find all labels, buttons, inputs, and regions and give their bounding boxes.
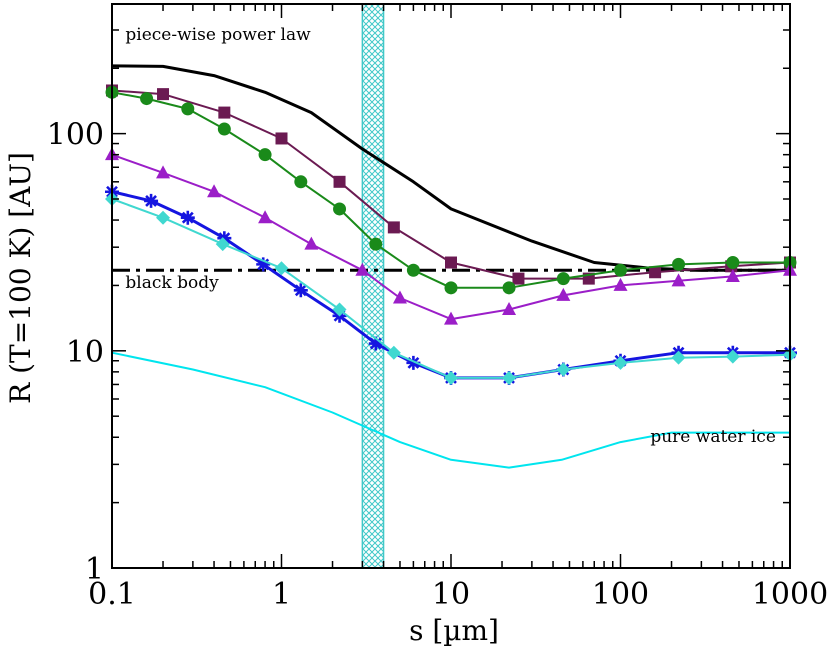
data-point-cyan-diamonds [156,210,171,225]
annotation: black body [125,273,219,293]
data-point-cyan-diamonds [215,237,230,252]
data-point-cyan-diamonds [556,362,571,377]
x-tick-label: 0.1 [88,577,136,612]
data-point-green-circles [333,202,347,216]
data-point-green-circles [181,102,195,116]
y-tick-label: 1 [85,552,104,587]
x-tick-label: 1000 [752,577,828,612]
series-line-maroon-squares [111,89,791,280]
data-point-green-circles [406,263,420,277]
data-point-cyan-diamonds [386,345,401,360]
data-point-purple-triangles [258,210,273,224]
y-tick-label: 100 [47,118,104,153]
data-point-purple-triangles [156,165,171,179]
data-point-green-circles [294,175,308,189]
data-point-purple-triangles [671,273,686,287]
series-line-purple-triangles [111,153,791,321]
data-point-cyan-diamonds [725,349,740,364]
data-point-green-circles [614,263,627,277]
x-tick-label: 1 [272,577,291,612]
data-point-cyan-diamonds [613,355,628,370]
data-point-blue-stars [406,355,421,370]
data-point-purple-triangles [613,277,628,291]
series-maroon-squares [106,84,796,285]
data-point-green-circles [672,257,686,271]
y-tick-label: 10 [66,335,104,370]
data-point-cyan-diamonds [332,302,347,317]
annotation: piece-wise power law [125,25,311,45]
data-point-cyan-diamonds [274,261,289,276]
data-point-green-circles [369,237,383,251]
annotations: piece-wise power law black body pure water… [125,25,775,447]
series-line-green-circles [111,91,790,289]
series-layer [105,64,797,469]
data-point-purple-triangles [392,290,407,304]
data-point-purple-triangles [556,287,571,301]
data-point-blue-stars [256,257,271,272]
data-point-maroon-squares [218,106,231,119]
data-point-purple-triangles [502,301,517,315]
series-pure-water-ice [111,351,790,469]
data-point-blue-stars [293,283,308,298]
data-point-maroon-squares [387,221,400,234]
data-point-maroon-squares [275,132,288,145]
x-axis-title: s [µm] [409,614,499,647]
series-line-pure-water-ice [111,351,790,469]
series-green-circles [105,85,797,295]
data-point-maroon-squares [512,272,525,285]
data-point-green-circles [444,281,458,295]
data-point-blue-stars [144,193,159,208]
data-point-purple-triangles [355,262,370,276]
y-axis-title: R (T=100 K) [AU] [4,152,37,404]
data-point-purple-triangles [725,268,740,282]
data-point-cyan-diamonds [671,350,686,365]
data-point-green-circles [556,272,570,286]
data-point-green-circles [140,92,154,106]
data-point-purple-triangles [304,236,319,250]
data-point-maroon-squares [445,256,457,269]
band-layer [361,3,385,569]
x-tick-label: 100 [592,577,649,612]
wavelength-band [361,3,385,569]
data-point-cyan-diamonds [444,370,458,385]
series-purple-triangles [105,147,797,325]
data-point-blue-stars [368,336,383,351]
data-point-green-circles [258,148,272,162]
annotation: pure water ice [650,427,776,447]
data-point-green-circles [217,122,231,136]
data-point-purple-triangles [207,184,222,198]
data-point-green-circles [502,281,516,295]
data-point-blue-stars [180,210,195,225]
data-point-maroon-squares [649,266,662,279]
data-point-maroon-squares [333,175,346,188]
data-point-maroon-squares [157,88,170,101]
data-point-purple-triangles [444,311,458,325]
data-point-cyan-diamonds [502,370,517,385]
frame-layer [111,3,791,569]
data-point-blue-stars [217,231,232,246]
data-point-green-circles [726,256,740,270]
x-tick-label: 10 [432,577,470,612]
